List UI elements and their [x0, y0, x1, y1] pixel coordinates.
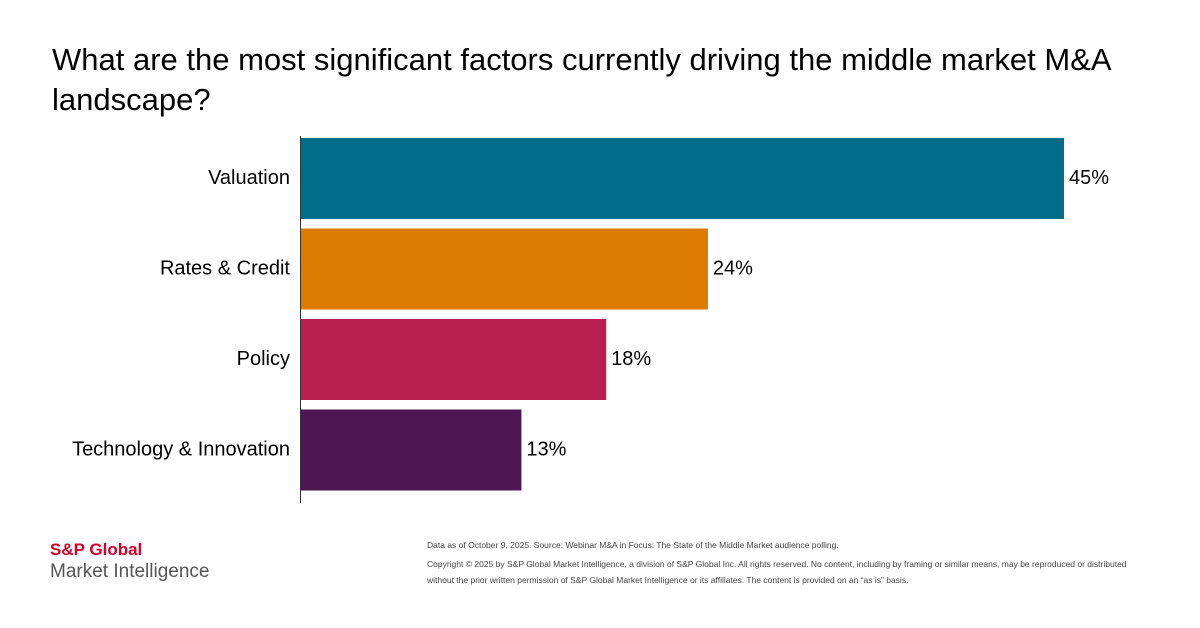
logo-division: Market Intelligence [50, 561, 210, 582]
chart: Valuation 45% Rates & Credit 24% Policy 18% Te… [72, 136, 1109, 503]
category-label: Technology & Innovation [72, 438, 290, 460]
value-label: 18% [611, 348, 651, 370]
value-label: 45% [1069, 167, 1109, 189]
category-label: Valuation [208, 167, 290, 189]
value-label: 24% [713, 257, 753, 279]
bar [301, 138, 1064, 219]
bar [301, 228, 708, 310]
source-note: Data as of October 9, 2025. Source: Webi… [427, 540, 839, 550]
value-label: 13% [526, 438, 566, 460]
bar [301, 409, 522, 491]
copyright-note: Copyright © 2025 by S&P Global Market In… [427, 559, 1127, 585]
category-label: Rates & Credit [160, 257, 290, 279]
chart-title: What are the most significant factors cu… [52, 42, 1110, 117]
logo-brand: S&P Global [50, 540, 143, 559]
bar [301, 319, 607, 400]
category-label: Policy [237, 348, 290, 370]
